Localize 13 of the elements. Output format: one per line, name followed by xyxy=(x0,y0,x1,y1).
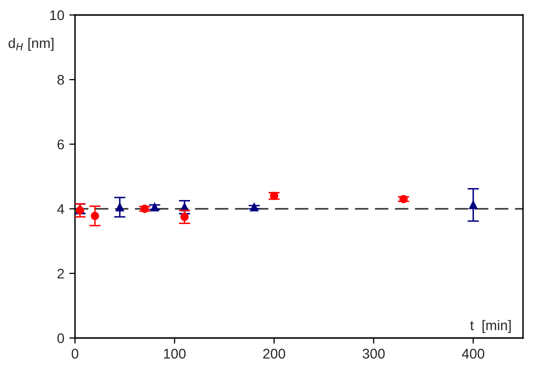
x-tick-label: 300 xyxy=(362,348,385,359)
y-tick-label: 0 xyxy=(57,333,64,344)
y-axis-title: d$_{H}$ [nm] xyxy=(8,38,54,51)
x-tick-label: 400 xyxy=(462,348,484,359)
y-tick-label: 8 xyxy=(57,74,64,85)
y-tick-label: 4 xyxy=(57,204,64,214)
x-tick-label: 0 xyxy=(72,348,78,359)
x-tick-label: 200 xyxy=(263,348,286,359)
y-tick-label: 2 xyxy=(58,268,64,278)
y-tick-label: 10 xyxy=(50,10,64,20)
y-tick-label: 6 xyxy=(58,140,64,150)
x-axis-title: t [min] xyxy=(470,320,511,333)
x-tick-label: 100 xyxy=(164,348,186,359)
